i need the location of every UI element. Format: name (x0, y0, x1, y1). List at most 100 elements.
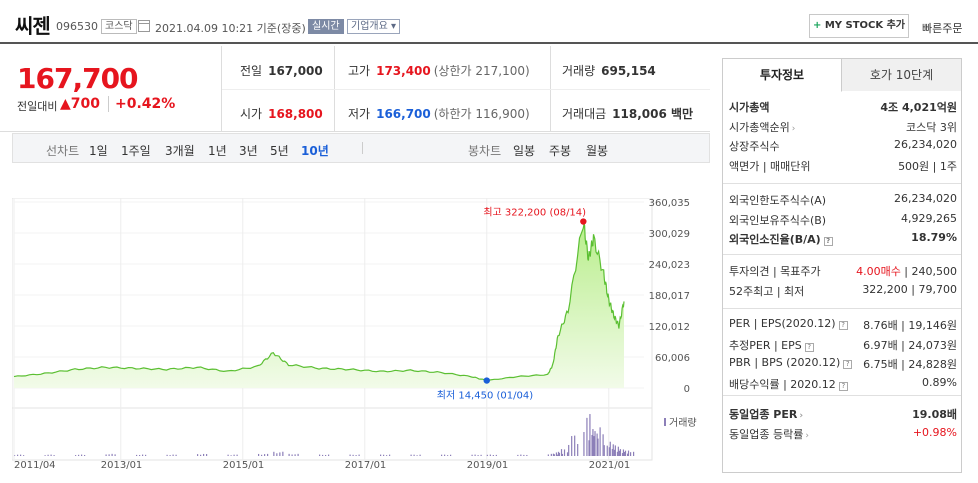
tab-1y[interactable]: 1년 (208, 144, 227, 158)
tab-1w[interactable]: 1주일 (121, 144, 151, 158)
volume-bar (288, 453, 290, 456)
help-icon[interactable]: ? (838, 321, 848, 330)
overview-label: 기업개요 (351, 21, 388, 32)
volume-bar (622, 449, 625, 456)
price-chart: 360,035 300,029 240,023 180,017 120,012 60,00… (12, 198, 697, 470)
info-row[interactable]: 동일업종 PER › 19.08배 (729, 406, 957, 425)
volume-bar (593, 436, 595, 456)
volume-bar (597, 438, 599, 456)
info-row[interactable]: 동일업종 등락률 › +0.98% (729, 426, 957, 445)
info-row-value: 6.75배 | 24,828원 (863, 358, 957, 371)
investment-info-panel: 투자정보 호가 10단계 시가총액 4조 4,021억원 시가총액순위 › 코스닥 3위… (722, 58, 962, 473)
x-tick-label: 2015/01 (223, 460, 265, 470)
volume-legend-swatch (664, 418, 666, 426)
volume-bar (267, 453, 269, 456)
info-row-value: 4,929,265 (901, 211, 957, 225)
volume-bar (145, 454, 147, 456)
volume-bar (617, 446, 619, 456)
volume-bar (328, 454, 330, 456)
volume-bar (166, 454, 168, 456)
info-row-value: 4.00매수 | 240,500 (856, 265, 957, 278)
max-point (580, 218, 587, 225)
help-icon[interactable]: ? (804, 342, 814, 352)
help-icon[interactable]: ? (843, 360, 853, 369)
volume-bar (200, 454, 202, 456)
price-area (14, 224, 624, 388)
tab-5y[interactable]: 5년 (270, 144, 289, 158)
tab-hoga-10[interactable]: 호가 10단계 (842, 59, 961, 91)
tab-3y[interactable]: 3년 (239, 144, 258, 158)
volume-bar (444, 454, 446, 456)
volume-bar (552, 453, 555, 456)
price-line (13, 221, 625, 382)
help-icon[interactable]: ? (838, 381, 848, 391)
chevron-down-icon: ▾ (391, 21, 397, 32)
volume-bar (227, 454, 229, 456)
company-overview-dropdown[interactable]: 기업개요 ▾ (347, 19, 401, 34)
volume-bar (108, 454, 110, 456)
volume-bar (17, 454, 19, 456)
stock-code: 096530 (56, 20, 98, 33)
volume-bar (574, 435, 576, 456)
quick-order-link[interactable]: 빠른주문 (922, 22, 963, 35)
help-icon[interactable]: ? (823, 237, 833, 246)
volume-bar (547, 454, 549, 456)
volume-bar (410, 454, 412, 456)
candle-chart-label: 봉차트 (468, 144, 502, 158)
tab-monthly[interactable]: 월봉 (586, 144, 609, 158)
tab-3m[interactable]: 3개월 (165, 144, 195, 158)
chevron-right-icon: › (805, 430, 809, 441)
volume-bar (592, 429, 594, 456)
volume-bar (294, 454, 296, 456)
info-row[interactable]: 시가총액순위 › 코스닥 3위 (729, 119, 957, 138)
info-row-value: 6.97배 | 24,073원 (863, 338, 957, 352)
day-high: 고가 173,400 (상한가 217,100) (348, 64, 530, 78)
realtime-button[interactable]: 실시간 (308, 19, 344, 34)
info-row-label: 외국인소진율(B/A)? (729, 231, 833, 247)
volume-bar (23, 455, 25, 456)
volume-bar (352, 454, 354, 456)
market-badge: 코스닥 (101, 19, 137, 34)
y-tick-label: 360,035 (649, 198, 690, 209)
tab-investment-info[interactable]: 투자정보 (723, 59, 842, 92)
volume-bar (627, 453, 629, 456)
volume-bar (139, 454, 141, 456)
volume-bar (297, 453, 299, 456)
volume-bar (588, 440, 590, 456)
volume-bar (111, 453, 113, 456)
volume-bar (555, 452, 558, 456)
tab-weekly[interactable]: 주봉 (549, 144, 572, 158)
volume-bar (206, 454, 208, 456)
x-tick-label: 2017/01 (345, 460, 387, 470)
add-mystock-button[interactable]: + MY STOCK 추가 (809, 14, 909, 38)
volume-bar (517, 454, 519, 456)
volume-bar (20, 454, 22, 456)
chevron-right-icon: › (799, 411, 804, 421)
info-row-label: PBR | BPS (2020.12)? (729, 356, 853, 369)
volume-bar (599, 427, 601, 456)
day-open: 시가 168,800 (240, 107, 323, 121)
tab-1d[interactable]: 1일 (89, 144, 108, 158)
tab-10y[interactable]: 10년 (301, 144, 329, 158)
volume-bar (471, 454, 473, 456)
volume-bar (355, 455, 357, 456)
quote-datetime: 2021.04.09 10:21 기준(장중) (155, 22, 306, 35)
tab-daily[interactable]: 일봉 (513, 144, 536, 158)
volume-bar (419, 454, 421, 456)
chart-tabbar: 선차트 1일 1주일 3개월 1년 3년 5년 10년 봉차트 일봉 주봉 월봉 (12, 133, 710, 163)
volume-bar (608, 447, 610, 456)
day-low: 저가 166,700 (하한가 116,900) (348, 107, 530, 121)
volume-bar (480, 454, 482, 456)
volume-bar (105, 454, 107, 456)
volume-bar (550, 453, 552, 456)
volume-bar (596, 433, 598, 456)
panel-separator (723, 395, 961, 396)
volume-bar (50, 454, 52, 456)
min-point (483, 377, 490, 384)
volume-bar (477, 455, 479, 456)
volume-bar (142, 454, 144, 456)
volume-bar (389, 454, 391, 456)
volume-bar (349, 454, 351, 456)
volume-bar (557, 451, 560, 456)
volume-bar (566, 452, 569, 456)
